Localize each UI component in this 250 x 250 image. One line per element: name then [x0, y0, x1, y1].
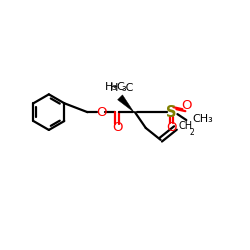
Text: O: O	[112, 122, 122, 134]
Text: H: H	[110, 84, 118, 94]
Text: O: O	[181, 99, 192, 112]
Text: CH: CH	[178, 121, 192, 131]
Text: O: O	[166, 122, 177, 134]
Text: ₃C: ₃C	[121, 84, 134, 94]
Text: O: O	[96, 106, 106, 119]
Text: S: S	[166, 105, 177, 120]
Text: CH₃: CH₃	[192, 114, 213, 124]
Polygon shape	[118, 95, 134, 112]
Text: H₃C: H₃C	[105, 82, 126, 92]
Text: 2: 2	[189, 128, 194, 137]
